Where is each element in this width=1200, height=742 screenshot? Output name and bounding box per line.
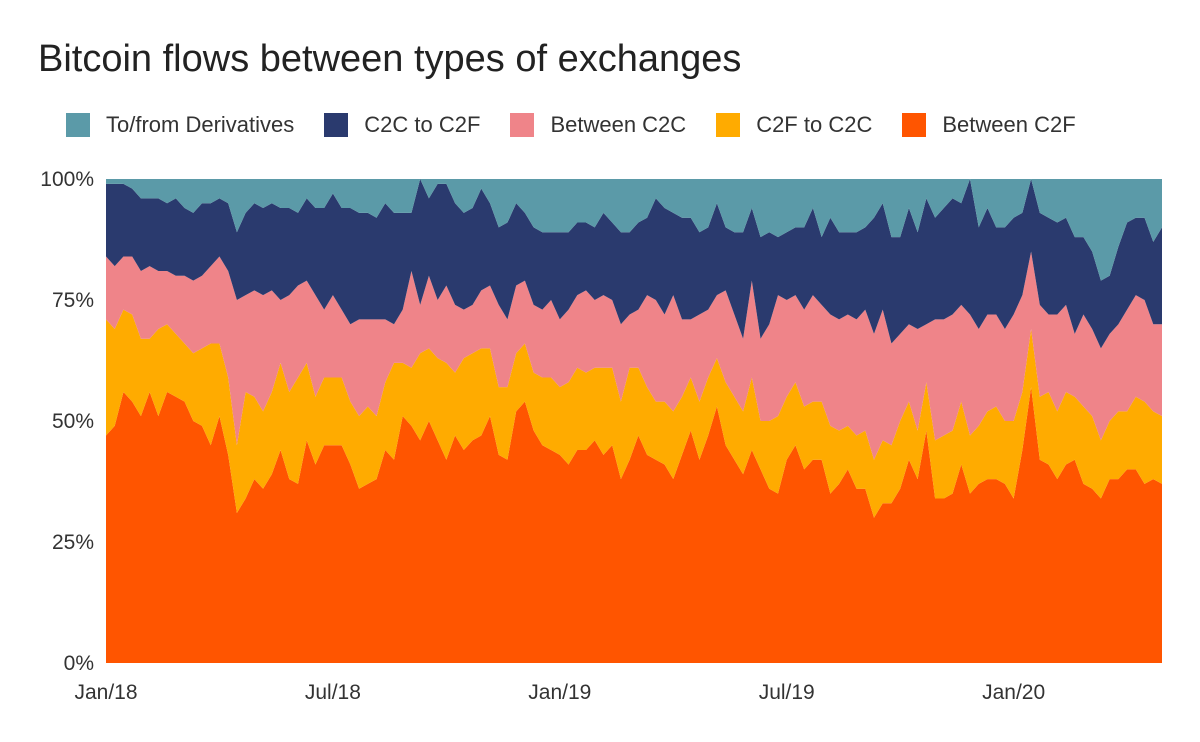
y-tick-label: 25% [52,531,94,554]
legend-label-between-c2c: Between C2C [550,112,687,137]
y-tick-label: 100% [40,168,94,191]
legend-item-derivatives: To/from Derivatives [66,112,294,138]
area-c2f-to-c2c [106,309,1162,518]
y-tick-label: 50% [52,410,94,433]
legend-item-between-c2f: Between C2F [902,112,1076,138]
legend-label-between-c2f: Between C2F [942,112,1076,137]
legend-label-derivatives: To/from Derivatives [106,112,295,137]
legend-label-c2f-to-c2c: C2F to C2C [756,112,873,137]
legend-label-c2c-to-c2f: C2C to C2F [364,112,481,137]
legend-swatch-derivatives [66,113,90,137]
y-tick-label: 75% [52,289,94,312]
legend-item-c2f-to-c2c: C2F to C2C [716,112,872,138]
legend-swatch-c2f-to-c2c [716,113,741,137]
area-c2c-to-c2f [106,179,1162,349]
chart-title: Bitcoin flows between types of exchanges [38,38,742,80]
area-to-from-derivatives [106,179,1162,281]
x-tick-label: Jan/18 [74,681,137,704]
y-tick-label: 0% [64,652,94,675]
chart-legend: To/from Derivatives C2C to C2F Between C… [66,112,1106,138]
x-tick-label: Jul/19 [759,681,815,704]
x-tick-label: Jul/18 [305,681,361,704]
legend-swatch-between-c2c [510,113,535,137]
x-tick-label: Jan/20 [982,681,1045,704]
legend-item-between-c2c: Between C2C [510,112,686,138]
legend-swatch-between-c2f [902,113,927,137]
area-between-c2f [106,387,1162,663]
legend-item-c2c-to-c2f: C2C to C2F [324,112,480,138]
legend-swatch-c2c-to-c2f [324,113,349,137]
area-between-c2c [106,251,1162,460]
x-tick-label: Jan/19 [528,681,591,704]
